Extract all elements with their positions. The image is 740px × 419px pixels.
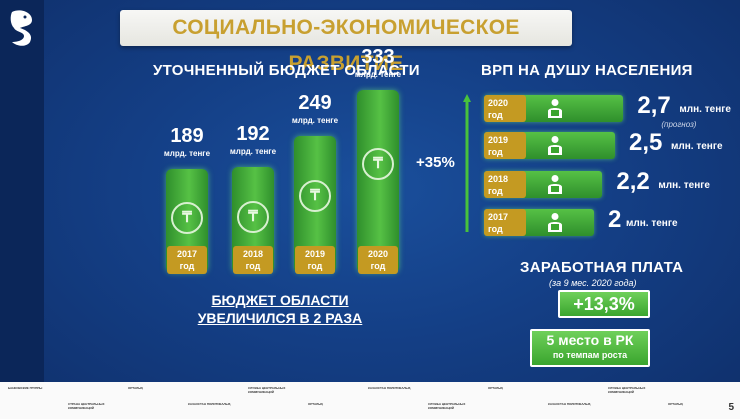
budget-year-label: 2018 год [233, 246, 273, 274]
vrp-value: 2 [608, 206, 622, 233]
vrp-year-label: 2018 год [484, 171, 526, 198]
salary-rank: 5 место в РК [546, 332, 634, 348]
tenge-coin-icon: ₸ [171, 202, 203, 235]
page-number: 5 [728, 402, 734, 413]
salary-growth: +13,3% [573, 294, 635, 314]
footer-label: ОРТАЛЫҚ [308, 402, 324, 406]
growth-arrow-icon [463, 94, 471, 232]
footer-strip: БАНКОВСКИЕ ГРУППЫ СТРАНА ЦЕНТРАЛЬНЫХ КОММ… [0, 382, 740, 419]
footer-label: ОРТАЛЫҚ [128, 386, 144, 390]
tenge-coin-icon: ₸ [299, 179, 331, 212]
budget-unit: млрд. тенге [354, 69, 402, 79]
budget-year-label: 2020 год [358, 246, 398, 274]
salary-growth-badge: +13,3% [558, 290, 650, 318]
vrp-year-label: 2017 год [484, 209, 526, 236]
vrp-value: 2,5 [629, 129, 663, 156]
salary-rank-note: по темпам роста [552, 350, 628, 360]
budget-heading: УТОЧНЕННЫЙ БЮДЖЕТ ОБЛАСТИ [153, 62, 420, 79]
vrp-bar-2019: 2019 год [484, 132, 615, 159]
footer-label: СЛУЖБА ЦЕНТРАЛЬНЫХ КОММУНИКАЦИЙ [608, 386, 646, 394]
tenge-coin-icon: ₸ [362, 148, 394, 181]
footer-label: СЛУЖБА ЦЕНТРАЛЬНЫХ КОММУНИКАЦИЙ [248, 386, 286, 394]
person-icon [548, 136, 562, 155]
footer-label: КАЗАХСТАН ПОЛИТИКАЛЫҚ [368, 386, 411, 390]
budget-year-label: 2019 год [295, 246, 335, 274]
vrp-unit: млн. тенге [679, 104, 731, 115]
person-icon [548, 175, 562, 194]
budget-summary: БЮДЖЕТ ОБЛАСТИ УВЕЛИЧИЛСЯ В 2 РАЗА [180, 291, 380, 327]
vrp-unit: млн. тенге [671, 141, 723, 152]
salary-period: (за 9 мес. 2020 года) [549, 278, 637, 288]
vrp-bar-2020: 2020 год [484, 95, 624, 122]
salary-heading: ЗАРАБОТНАЯ ПЛАТА [520, 259, 684, 276]
vrp-year-label: 2020 год [484, 95, 526, 122]
vrp-value: 2,7 [637, 92, 671, 119]
title-banner: СОЦИАЛЬНО-ЭКОНОМИЧЕСКОЕ РАЗВИТИЕ [120, 10, 572, 75]
vrp-bar-2018: 2018 год [484, 171, 603, 198]
footer-label: ОРТАЛЫҚ [488, 386, 504, 390]
vrp-year-label: 2019 год [484, 132, 526, 159]
footer-label: СЛУЖБА ЦЕНТРАЛЬНЫХ КОММУНИКАЦИЙ [428, 402, 466, 410]
budget-value: 189 [170, 125, 204, 148]
footer-label: КАЗАХСТАН ПОЛИТИКАЛЫҚ [188, 402, 231, 406]
footer-label: БАНКОВСКИЕ ГРУППЫ [8, 386, 43, 390]
person-icon [548, 213, 562, 232]
footer-label: ОРТАЛЫҚ [668, 402, 684, 406]
budget-summary-line2: УВЕЛИЧИЛСЯ В 2 РАЗА [197, 310, 363, 326]
footer-label: СТРАНА ЦЕНТРАЛЬНЫХ КОММУНИКАЦИЙ [68, 402, 105, 410]
budget-value: 249 [298, 92, 332, 115]
snow-leopard-logo-icon [10, 10, 33, 46]
budget-bar-2020 [357, 89, 399, 273]
salary-rank-badge: 5 место в РК по темпам роста [530, 329, 650, 367]
left-sidebar [0, 0, 44, 419]
budget-unit: млрд. тенге [229, 147, 277, 157]
tenge-coin-icon: ₸ [237, 201, 269, 234]
vrp-unit: млн. тенге [626, 218, 678, 229]
budget-unit: млрд. тенге [291, 116, 339, 126]
budget-year-label: 2017 год [167, 246, 207, 274]
budget-summary-line1: БЮДЖЕТ ОБЛАСТИ [211, 292, 349, 308]
budget-unit: млрд. тенге [163, 149, 211, 159]
vrp-value: 2,2 [616, 168, 650, 195]
person-icon [548, 99, 562, 118]
vrp-note: (прогноз) [661, 120, 697, 129]
vrp-unit: млн. тенге [658, 180, 710, 191]
budget-value: 192 [236, 123, 270, 146]
vrp-bar-2017: 2017 год [484, 209, 594, 236]
budget-value: 333 [361, 45, 395, 68]
footer-label: КАЗАХСТАН ПОЛИТИКАЛЫҚ [548, 402, 591, 406]
page-title: СОЦИАЛЬНО-ЭКОНОМИЧЕСКОЕ РАЗВИТИЕ [172, 16, 520, 75]
vrp-growth: +35% [416, 154, 455, 171]
vrp-heading: ВРП НА ДУШУ НАСЕЛЕНИЯ [481, 62, 693, 79]
